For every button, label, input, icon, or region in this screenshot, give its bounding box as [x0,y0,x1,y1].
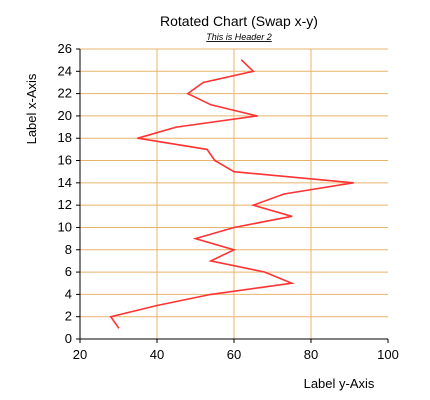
data-point [233,226,235,229]
data-point [210,260,212,262]
x-tick-label: 26 [58,41,72,56]
data-point [117,327,120,329]
data-point [290,282,293,285]
data-point [233,170,235,173]
axes [76,48,389,343]
x-tick-label: 0 [65,331,72,346]
x-tick-label: 16 [58,153,72,168]
data-point [136,137,139,140]
data-point [210,103,212,106]
data-point [240,59,243,61]
y-tick-label: 80 [304,347,318,362]
x-tick-label: 8 [65,242,72,257]
x-tick-label: 10 [58,219,72,234]
x-tick-label: 6 [65,264,72,279]
series-line [109,59,354,329]
y-tick-label: 20 [73,347,87,362]
data-point [210,293,212,296]
data-point [206,148,208,151]
data-point [194,237,197,240]
x-tick-label: 4 [65,286,72,301]
y-tick-label: 40 [150,347,164,362]
data-point [233,248,235,251]
y-tick-label: 60 [227,347,241,362]
data-point [290,215,293,218]
y-axis-label: Label y-Axis [304,376,375,391]
data-point [213,159,216,162]
chart-subtitle: This is Header 2 [206,32,272,42]
data-point [202,81,204,84]
series-layer [109,59,355,329]
data-point [252,70,255,73]
y-tick-label: 100 [377,347,399,362]
x-tick-label: 14 [58,175,72,190]
x-tick-label: 20 [58,108,72,123]
x-tick-label: 24 [58,63,72,78]
x-tick-label: 12 [58,197,72,212]
data-point [156,304,158,307]
chart-title: Rotated Chart (Swap x-y) [160,13,318,29]
x-tick-label: 2 [65,309,72,324]
data-point [175,126,178,128]
grid-lines [80,48,388,339]
data-point [110,315,112,318]
x-axis-label: Label x-Axis [24,73,39,144]
data-point [252,204,255,206]
x-tick-label: 18 [58,130,72,145]
data-point [256,115,258,117]
data-point [352,182,355,184]
x-tick-label: 22 [58,86,72,101]
data-point [264,271,266,273]
data-point [187,92,189,95]
data-point [283,193,285,195]
